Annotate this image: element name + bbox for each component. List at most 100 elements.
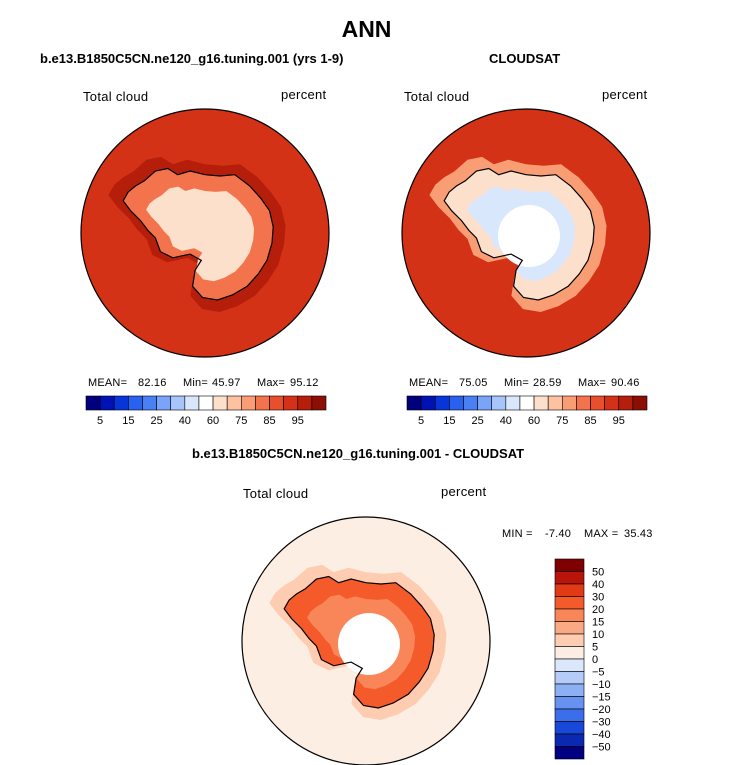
- colorbar-swatch: [505, 395, 521, 411]
- colorbar-swatch: [142, 395, 157, 411]
- colorbar-tick-label: 15: [122, 415, 134, 427]
- diff-colorbar-tick-label: −30: [592, 717, 611, 729]
- diff-map: [241, 516, 491, 765]
- diff-colorbar-tick-label: −5: [592, 667, 605, 679]
- colorbar-swatch: [519, 395, 535, 411]
- coastline: [122, 167, 274, 301]
- colorbar-tick-label: 40: [500, 415, 512, 427]
- pole-hole: [498, 205, 560, 267]
- diff-colorbar-tick-label: 50: [592, 567, 604, 579]
- colorbar-swatch: [128, 395, 143, 411]
- colorbar-swatch: [269, 395, 284, 411]
- diff-colorbar-tick-label: −15: [592, 692, 611, 704]
- diff-panel-title: b.e13.B1850C5CN.ne120_g16.tuning.001 - C…: [192, 446, 525, 461]
- colorbar-swatch: [311, 395, 327, 411]
- colorbar-swatch: [449, 395, 464, 411]
- model-min-label: Min=: [183, 377, 208, 389]
- diff-colorbar-tick-label: 5: [592, 642, 598, 654]
- map-border: [401, 108, 651, 358]
- colorbar-swatch: [491, 395, 507, 411]
- model-map: [80, 108, 330, 358]
- diff-colorbar-tick-label: −50: [592, 742, 611, 754]
- coastline: [443, 167, 595, 301]
- diff-min-value: -7.40: [545, 528, 572, 540]
- colorbar-swatch: [212, 395, 228, 411]
- model-variable-label: Total cloud: [83, 89, 149, 104]
- obs-panel-title: CLOUDSAT: [489, 51, 561, 66]
- diff-colorbar-swatch: [554, 558, 585, 572]
- colorbar-swatch: [184, 395, 200, 411]
- diff-colorbar-swatch: [554, 596, 585, 610]
- diff-colorbar-swatch: [554, 658, 585, 672]
- diff-units-label: percent: [441, 484, 487, 499]
- obs-mean-label: MEAN=: [409, 377, 449, 389]
- obs-map: [401, 108, 651, 358]
- colorbar-tick-label: 95: [292, 415, 304, 427]
- colorbar-swatch: [170, 395, 186, 411]
- map-field: [242, 517, 490, 765]
- model-mean-value: 82.16: [138, 377, 167, 389]
- colorbar-swatch: [576, 395, 591, 411]
- colorbar-swatch: [156, 395, 172, 411]
- colorbar-swatch: [561, 395, 577, 411]
- diff-colorbar-tick-label: 20: [592, 604, 604, 616]
- colorbar-swatch: [85, 395, 101, 411]
- colorbar-swatch: [420, 395, 436, 411]
- colorbar-tick-label: 25: [150, 415, 162, 427]
- colorbar-swatch: [198, 395, 214, 411]
- obs-mean-value: 75.05: [459, 377, 488, 389]
- colorbar-swatch: [604, 395, 620, 411]
- colorbar-swatch: [226, 395, 242, 411]
- model-panel-title: b.e13.B1850C5CN.ne120_g16.tuning.001 (yr…: [40, 51, 344, 66]
- colorbar-tick-label: 15: [443, 415, 455, 427]
- colorbar-tick-label: 5: [418, 415, 424, 427]
- colorbar-tick-label: 60: [207, 415, 219, 427]
- obs-units-label: percent: [602, 87, 648, 102]
- colorbar-tick-label: 75: [235, 415, 247, 427]
- diff-colorbar-tick-label: 10: [592, 629, 604, 641]
- colorbar-tick-label: 75: [556, 415, 568, 427]
- diff-colorbar-swatch: [554, 671, 585, 685]
- colorbar-swatch: [434, 395, 450, 411]
- diff-colorbar-swatch: [554, 583, 585, 597]
- colorbar-swatch: [255, 395, 270, 411]
- colorbar-swatch: [99, 395, 115, 411]
- colorbar-tick-label: 60: [528, 415, 540, 427]
- colorbar-tick-label: 40: [179, 415, 191, 427]
- colorbar-tick-label: 85: [263, 415, 275, 427]
- pole-hole: [338, 613, 400, 675]
- model-mean-label: MEAN=: [88, 377, 128, 389]
- colorbar-tick-label: 95: [613, 415, 625, 427]
- obs-min-value: 28.59: [533, 377, 562, 389]
- colorbar-swatch: [406, 395, 422, 411]
- colorbar-swatch: [477, 395, 493, 411]
- model-min-value: 45.97: [212, 377, 241, 389]
- diff-colorbar-swatch: [554, 633, 585, 647]
- colorbar-swatch: [547, 395, 563, 411]
- obs-max-label: Max=: [578, 377, 607, 389]
- diff-min-label: MIN =: [502, 528, 533, 540]
- diff-colorbar-tick-label: −40: [592, 729, 611, 741]
- diff-max-label: MAX =: [584, 528, 619, 540]
- colorbar-swatch: [283, 395, 299, 411]
- colorbar-swatch: [297, 395, 313, 411]
- diff-colorbar-tick-label: 40: [592, 579, 604, 591]
- obs-colorbar: 5 15 25 40 60 75 85 95: [406, 395, 648, 427]
- diff-colorbar-swatch: [554, 571, 585, 585]
- diff-colorbar-swatch: [554, 746, 585, 760]
- diff-colorbar-swatch: [554, 621, 585, 635]
- colorbar-swatch: [113, 395, 129, 411]
- map-border: [241, 516, 491, 765]
- colorbar-swatch: [240, 395, 256, 411]
- coastline: [283, 575, 435, 709]
- diff-colorbar-swatch: [554, 608, 585, 622]
- colorbar-swatch: [618, 395, 634, 411]
- diff-variable-label: Total cloud: [243, 486, 309, 501]
- obs-min-label: Min=: [504, 377, 529, 389]
- model-max-label: Max=: [257, 377, 286, 389]
- colorbar-swatch: [463, 395, 478, 411]
- model-max-value: 95.12: [290, 377, 319, 389]
- obs-variable-label: Total cloud: [404, 89, 470, 104]
